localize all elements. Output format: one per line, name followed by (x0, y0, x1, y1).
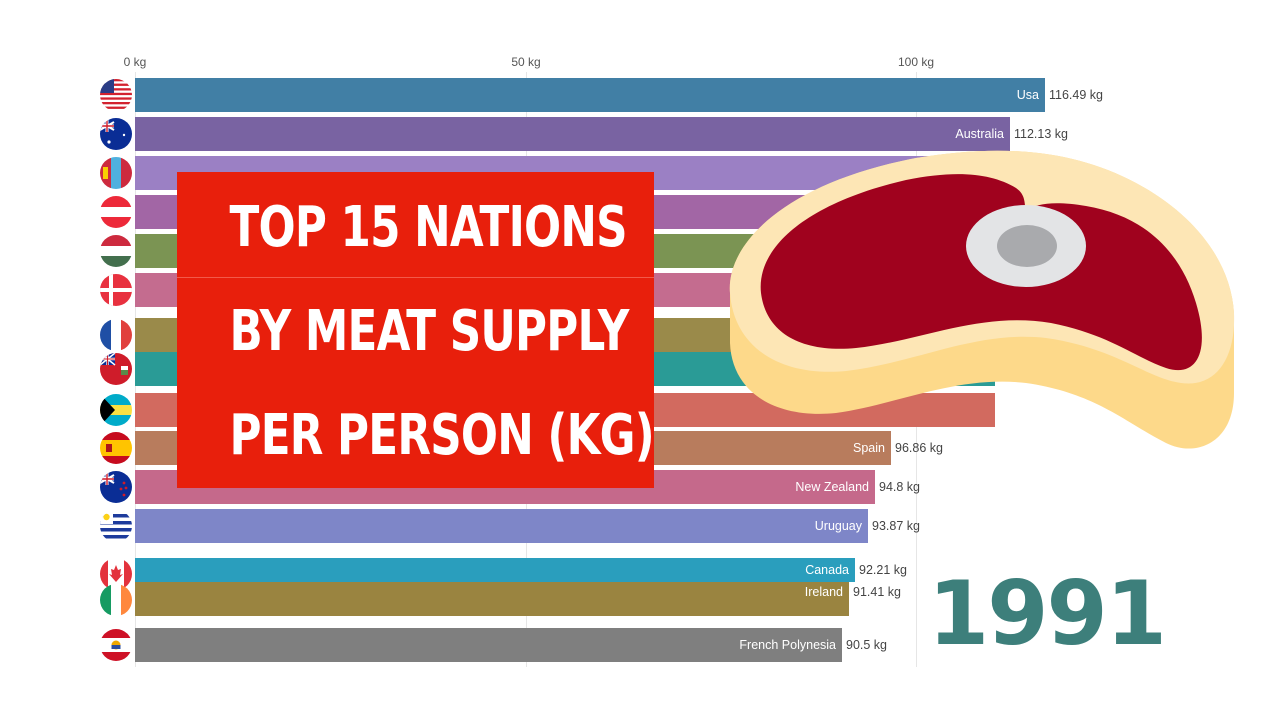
title-divider (177, 277, 654, 278)
axis-tick-label: 50 kg (511, 55, 541, 69)
bar-label: New Zealand (795, 480, 869, 494)
bar-label: Spain (853, 441, 885, 455)
bar-value: 116.49 kg (1049, 88, 1103, 102)
flag-spain-icon (100, 432, 132, 464)
flag-hungary-icon (100, 235, 132, 267)
year-label: 1991 (928, 562, 1167, 665)
title-line-1: TOP 15 NATIONS (229, 195, 627, 260)
flag-bermuda-icon (100, 353, 132, 385)
axis-tick-label: 100 kg (897, 55, 935, 69)
bar-value: 94.8 kg (879, 480, 921, 494)
title-banner: TOP 15 NATIONS BY MEAT SUPPLY PER PERSON… (177, 172, 655, 488)
bar-australia: Australia 112.13 kg (135, 117, 1068, 151)
bar-label: French Polynesia (739, 638, 836, 652)
bar-label: Canada (805, 563, 849, 577)
bar-value: 90.5 kg (846, 638, 888, 652)
steak-icon (729, 150, 1235, 449)
flag-uruguay-icon (100, 510, 132, 542)
bar-canada: Canada 92.21 kg (135, 558, 907, 582)
flag-france-icon (100, 319, 132, 351)
title-line-2: BY MEAT SUPPLY (229, 299, 629, 364)
bar-french-polynesia: French Polynesia 90.5 kg (135, 628, 887, 662)
flag-french-polynesia-icon (100, 629, 132, 661)
flag-canada-icon (100, 558, 132, 590)
bar-uruguay: Uruguay 93.87 kg (135, 509, 920, 543)
bar-value: 112.13 kg (1014, 127, 1068, 141)
flag-mongolia-icon (100, 157, 132, 189)
bar-label: Uruguay (814, 519, 862, 533)
flag-new-zealand-icon (100, 471, 132, 503)
bar-label: Usa (1016, 88, 1039, 102)
bar-value: 93.87 kg (872, 519, 920, 533)
bar-value: 91.41 kg (853, 585, 901, 600)
flag-usa-icon (100, 79, 132, 111)
bar-ireland: Ireland 91.41 kg (135, 582, 901, 616)
axis-tick-label: 0 kg (123, 55, 147, 69)
title-line-3: PER PERSON (KG) (229, 403, 654, 468)
bar-value: 92.21 kg (859, 563, 907, 577)
flag-bahamas-icon (100, 394, 132, 426)
bar-label: Ireland (804, 585, 843, 600)
flag-austria-icon (100, 196, 132, 228)
flag-australia-icon (100, 118, 132, 150)
bar-value: 96.86 kg (895, 441, 943, 455)
bar-usa: Usa 116.49 kg (135, 78, 1103, 112)
flag-ireland-icon (100, 584, 132, 616)
flag-denmark-icon (100, 274, 132, 306)
bar-label: Australia (955, 127, 1004, 141)
